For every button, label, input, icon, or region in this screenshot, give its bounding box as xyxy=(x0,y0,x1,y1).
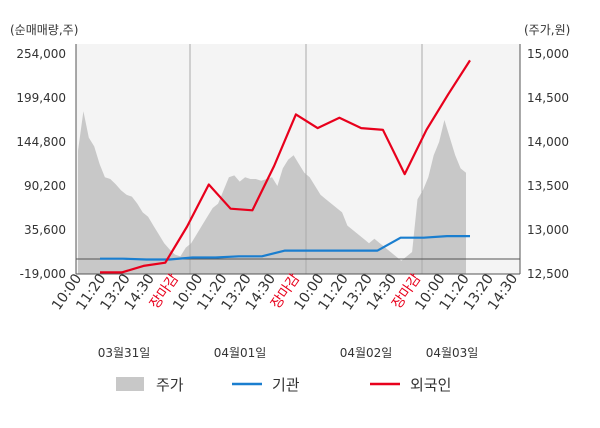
left-tick-label: 254,000 xyxy=(16,47,66,61)
left-tick-label: 199,400 xyxy=(16,91,66,105)
date-label-layer: 03월31일 04월01일 04월02일 04월03일 xyxy=(98,346,479,360)
date-label: 04월02일 xyxy=(340,346,393,360)
left-tick-label: 144,800 xyxy=(16,135,66,149)
price-area xyxy=(78,111,466,274)
axis-layer: (순매매량,주) (주가,원) 254,000 199,400 144,800 90,20… xyxy=(10,23,570,281)
series-line-외국인 xyxy=(100,59,471,274)
left-axis-unit-label: (순매매량,주) xyxy=(10,23,78,37)
right-tick-label: 14,500 xyxy=(527,91,569,105)
right-tick-label: 13,500 xyxy=(527,179,569,193)
legend-label: 주가 xyxy=(156,376,184,394)
right-tick-label: 12,500 xyxy=(527,267,569,281)
date-label: 04월01일 xyxy=(214,346,267,360)
right-axis-unit-label: (주가,원) xyxy=(524,23,570,37)
left-tick-label: -19,000 xyxy=(20,267,66,281)
legend-label: 외국인 xyxy=(410,376,451,394)
x-tick-layer: 10:0011:2013:2014:30장마감10:0011:2013:2014… xyxy=(49,271,521,313)
legend: 주가 기관 외국인 xyxy=(116,376,451,394)
left-tick-label: 35,600 xyxy=(24,223,66,237)
right-tick-label: 14,000 xyxy=(527,135,569,149)
legend-swatch-price xyxy=(116,377,144,391)
right-tick-label: 15,000 xyxy=(527,47,569,61)
line-layer xyxy=(100,59,471,274)
price-area-layer xyxy=(78,111,466,274)
right-tick-label: 13,000 xyxy=(527,223,569,237)
legend-label: 기관 xyxy=(272,376,300,394)
series-line-기관 xyxy=(100,235,470,261)
left-tick-label: 90,200 xyxy=(24,179,66,193)
date-label: 03월31일 xyxy=(98,346,151,360)
date-label: 04월03일 xyxy=(426,346,479,360)
